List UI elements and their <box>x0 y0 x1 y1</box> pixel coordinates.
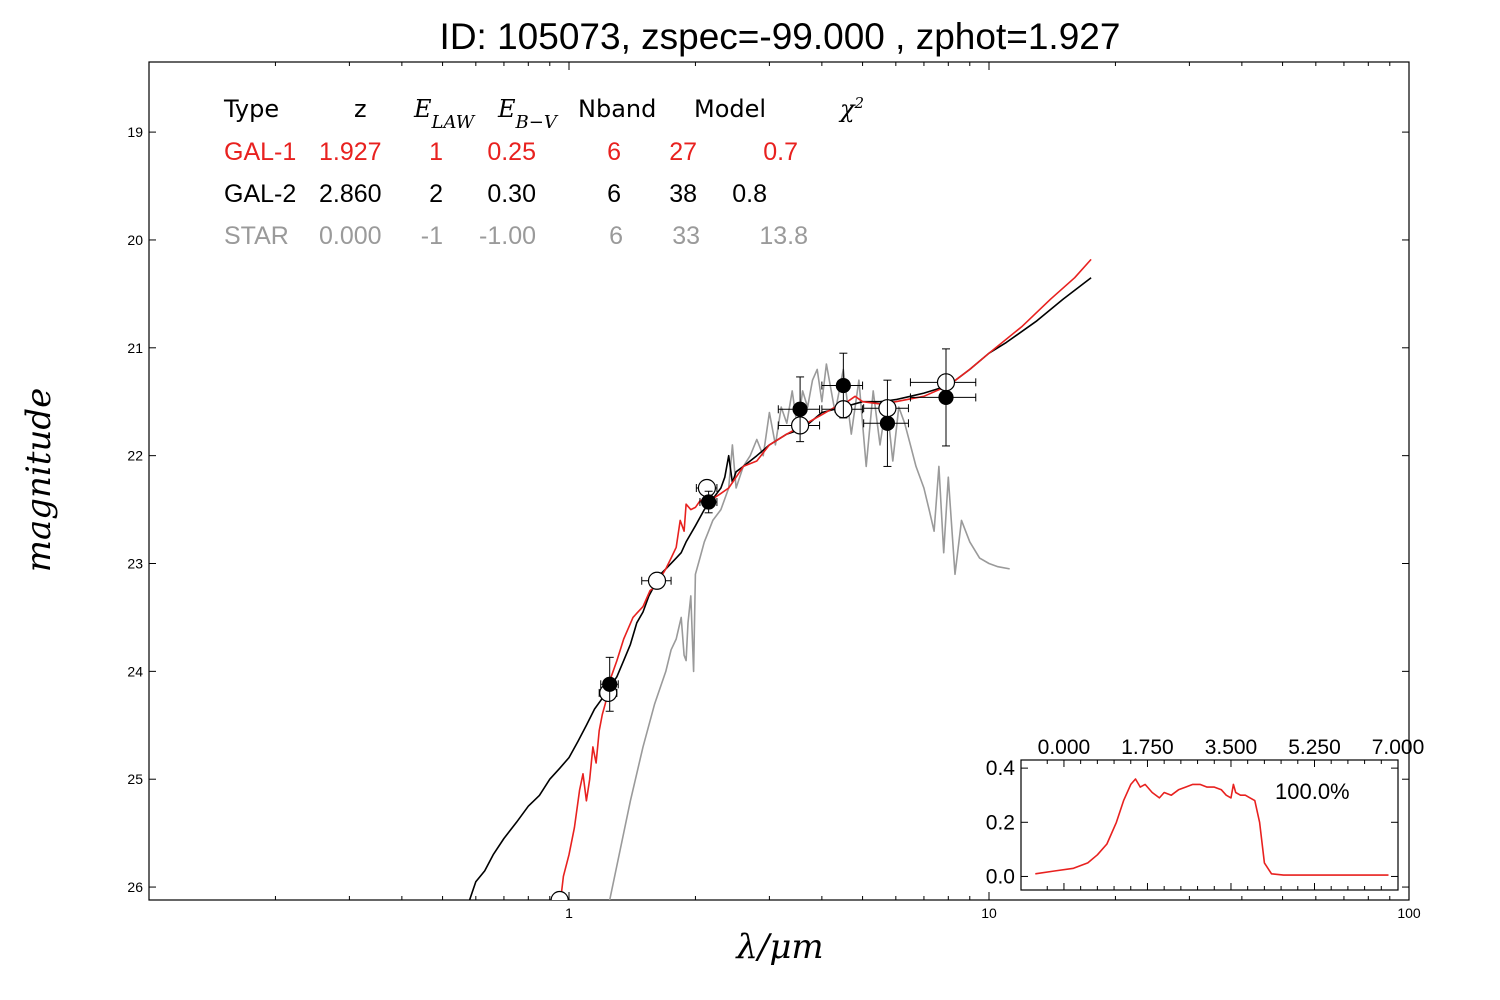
table-cell-ebv: 0.30 <box>487 180 536 208</box>
inset-y-tick-label: 0.2 <box>986 811 1015 834</box>
table-cell-chi2: 0.7 <box>763 138 798 166</box>
inset-axes: 0.000 1.750 3.500 5.250 7.000 0.0 0.2 0.4 <box>986 736 1424 890</box>
inset-y-tick-label: 0.0 <box>986 865 1015 888</box>
inset-x-tick-label: 7.000 <box>1372 736 1425 759</box>
table-cell-chi2: 0.8 <box>732 180 767 208</box>
table-cell-type: STAR <box>224 222 289 250</box>
inset-x-tick-label: 0.000 <box>1038 736 1091 759</box>
x-axis-label: λ/μm <box>734 927 823 967</box>
x-tick-label: 1 <box>565 905 573 921</box>
y-tick-label: 23 <box>127 556 143 572</box>
x-tick-label: 100 <box>1397 905 1421 921</box>
observed-point <box>879 415 896 431</box>
table-cell-elaw: -1 <box>421 222 443 250</box>
inset-annotation: 100.0% <box>1275 779 1350 804</box>
y-tick-label: 24 <box>127 663 143 679</box>
plot-frame <box>148 61 1410 901</box>
table-cell-model: 38 <box>669 180 697 208</box>
table-cell-nband: 6 <box>607 180 621 208</box>
table-header-nband: Nband <box>578 95 656 123</box>
table-cell-z: 0.000 <box>319 222 382 250</box>
observed-point <box>835 377 851 394</box>
table-row: GAL-1 1.927 1 0.25 6 27 0.7 <box>224 138 798 166</box>
table-cell-z: 2.860 <box>319 180 382 208</box>
y-axis-label: magnitude <box>19 388 59 573</box>
gal2-template-line <box>468 277 1092 900</box>
pdf-line <box>1035 778 1389 876</box>
table-header-elaw: ELAW <box>413 95 476 133</box>
table-row: STAR 0.000 -1 -1.00 6 33 13.8 <box>224 222 808 250</box>
table-cell-type: GAL-1 <box>224 138 296 166</box>
y-tick-label: 22 <box>127 448 143 464</box>
y-tick-label: 21 <box>127 340 143 356</box>
observed-point <box>938 389 954 406</box>
inset-x-tick-label: 3.500 <box>1205 736 1258 759</box>
star-template-line <box>608 363 1010 900</box>
table-header-model: Model <box>694 95 766 123</box>
table-header-z: z <box>354 95 367 123</box>
photometry-points <box>550 348 977 900</box>
x-tick-label: 10 <box>981 905 997 921</box>
table-cell-model: 33 <box>672 222 700 250</box>
observed-point <box>792 401 808 417</box>
model-point <box>697 478 717 498</box>
observed-point <box>602 676 618 692</box>
table-cell-type: GAL-2 <box>224 180 296 208</box>
chart-title: ID: 105073, zspec=-99.000 , zphot=1.927 <box>439 16 1121 57</box>
table-header-type: Type <box>223 95 279 123</box>
table-cell-z: 1.927 <box>319 138 382 166</box>
inset-x-tick-label: 5.250 <box>1288 736 1341 759</box>
table-header-chi2: χ2 <box>838 94 864 123</box>
table-row: GAL-2 2.860 2 0.30 6 38 0.8 <box>224 180 767 208</box>
model-point <box>550 890 569 900</box>
y-tick-label: 25 <box>127 771 143 787</box>
table-header-ebv: EB−V <box>497 95 559 133</box>
table-cell-ebv: -1.00 <box>479 222 536 250</box>
inset-frame <box>1020 759 1399 891</box>
model-point <box>647 571 667 590</box>
y-tick-label: 26 <box>127 879 143 895</box>
observed-point <box>701 494 717 510</box>
table-cell-nband: 6 <box>609 222 623 250</box>
table-cell-elaw: 1 <box>429 138 443 166</box>
inset-x-tick-label: 1.750 <box>1121 736 1174 759</box>
table-cell-chi2: 13.8 <box>759 222 808 250</box>
fit-table: Type z ELAW EB−V Nband Model χ2 GAL-1 1.9… <box>223 94 864 250</box>
inset-y-tick-label: 0.4 <box>986 757 1016 780</box>
table-cell-model: 27 <box>669 138 697 166</box>
table-cell-elaw: 2 <box>429 180 443 208</box>
y-tick-label: 19 <box>127 124 143 140</box>
inset-pdf-line <box>1035 778 1389 876</box>
table-cell-ebv: 0.25 <box>487 138 536 166</box>
y-tick-label: 20 <box>127 232 143 248</box>
table-cell-nband: 6 <box>607 138 621 166</box>
